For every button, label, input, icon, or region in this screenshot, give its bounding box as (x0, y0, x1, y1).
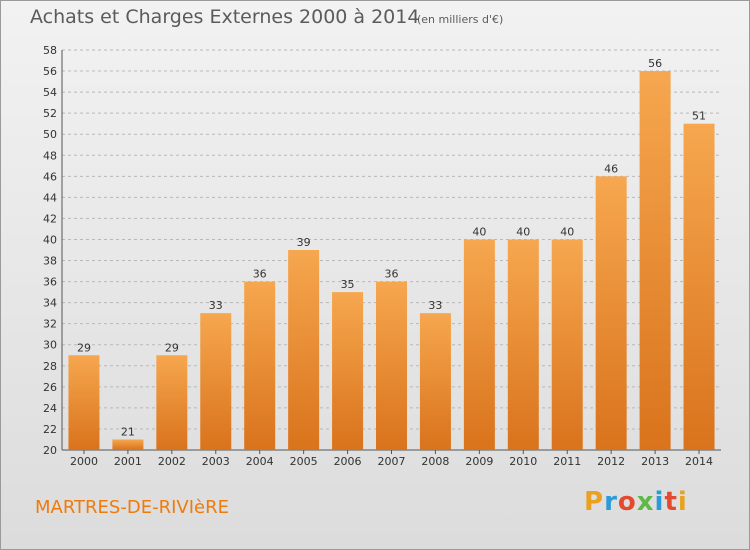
x-tick-label: 2014 (685, 455, 713, 468)
chart-title: Achats et Charges Externes 2000 à 2014 (30, 6, 420, 28)
y-tick-label: 52 (43, 107, 57, 120)
chart-subtitle: (en milliers d'€) (417, 13, 504, 26)
bar (639, 71, 671, 450)
bar (507, 239, 539, 450)
data-label: 35 (341, 278, 355, 291)
x-tick-label: 2003 (202, 455, 230, 468)
data-label: 36 (385, 268, 399, 281)
y-tick-label: 42 (43, 212, 57, 225)
x-tick-label: 2013 (641, 455, 669, 468)
bar (112, 439, 144, 450)
x-tick-label: 2007 (378, 455, 406, 468)
y-tick-label: 24 (43, 402, 57, 415)
y-tick-label: 32 (43, 318, 57, 331)
data-label: 39 (297, 236, 311, 249)
x-tick-label: 2002 (158, 455, 186, 468)
logo-letter: i (677, 487, 688, 517)
bar (156, 355, 188, 450)
bar (376, 281, 407, 450)
x-tick-label: 2009 (465, 455, 493, 468)
bars (68, 71, 715, 451)
y-tick-label: 48 (43, 149, 57, 162)
bar (595, 176, 627, 450)
data-label: 33 (428, 299, 442, 312)
y-tick-label: 30 (43, 339, 57, 352)
bar (200, 313, 232, 450)
y-tick-label: 34 (43, 297, 57, 310)
data-label: 29 (165, 341, 179, 354)
y-tick-label: 36 (43, 276, 57, 289)
y-tick-label: 28 (43, 360, 57, 373)
y-tick-label: 38 (43, 255, 57, 268)
data-label: 40 (516, 225, 530, 238)
data-label: 36 (253, 268, 267, 281)
data-label: 40 (472, 225, 486, 238)
x-tick-label: 2000 (70, 455, 98, 468)
y-tick-label: 56 (43, 65, 57, 78)
bar (463, 239, 495, 450)
bar (683, 123, 715, 451)
x-tick-label: 2011 (553, 455, 581, 468)
y-tick-label: 58 (43, 44, 57, 57)
logo-letter: t (664, 487, 678, 517)
data-label: 21 (121, 425, 135, 438)
bar (551, 239, 583, 450)
data-label: 46 (604, 162, 618, 175)
bar (244, 281, 276, 450)
x-tick-label: 2010 (509, 455, 537, 468)
x-tick-label: 2001 (114, 455, 142, 468)
x-tick-label: 2004 (246, 455, 274, 468)
bar (288, 250, 320, 450)
y-tick-label: 50 (43, 128, 57, 141)
commune-name: MARTRES-DE-RIVIèRE (35, 497, 229, 518)
labels: 29 2000 21 2001 29 2002 33 2003 36 2004 39 2005 35 20… (70, 57, 713, 468)
data-label: 33 (209, 299, 223, 312)
axes: 20 22 24 26 28 30 32 34 36 38 40 42 44 46 48 50 52 54 56 58 (43, 44, 721, 457)
logo-letter: P (584, 487, 605, 517)
data-label: 29 (77, 341, 91, 354)
bar (68, 355, 100, 450)
bar (332, 292, 364, 450)
x-tick-label: 2006 (334, 455, 362, 468)
y-tick-label: 26 (43, 381, 57, 394)
y-tick-label: 22 (43, 423, 57, 436)
logo-letter: o (617, 487, 637, 517)
logo-letter: i (654, 487, 665, 517)
y-tick-label: 40 (43, 233, 57, 246)
x-tick-label: 2012 (597, 455, 625, 468)
y-tick-label: 20 (43, 444, 57, 457)
data-label: 40 (560, 225, 574, 238)
data-label: 51 (692, 110, 706, 123)
y-tick-label: 44 (43, 191, 57, 204)
data-label: 56 (648, 57, 662, 70)
y-tick-label: 46 (43, 170, 57, 183)
x-tick-label: 2008 (421, 455, 449, 468)
proxiti-logo[interactable]: Proxiti (584, 487, 688, 517)
bar (419, 313, 451, 450)
x-tick-label: 2005 (290, 455, 318, 468)
y-tick-label: 54 (43, 86, 57, 99)
logo-letter: x (636, 487, 655, 517)
logo-letter: r (604, 487, 618, 517)
